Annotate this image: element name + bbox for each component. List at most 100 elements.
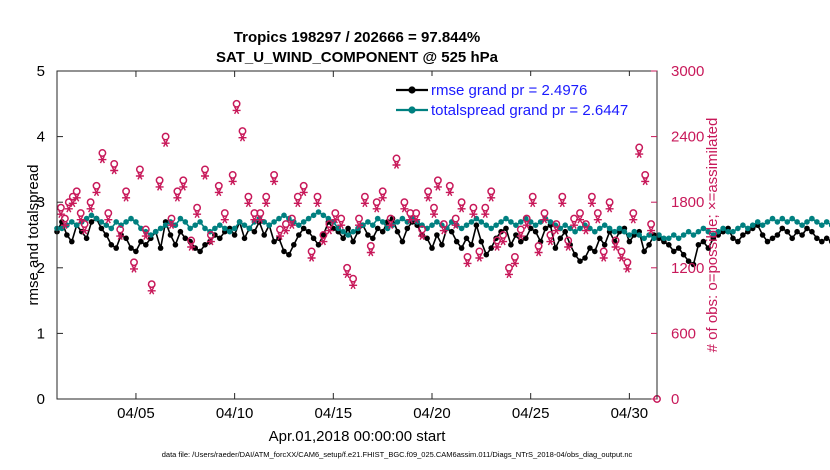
rmse-point [197, 248, 203, 255]
obs-assimilated-point [293, 199, 302, 208]
spread-point [513, 222, 519, 228]
rmse-point [88, 219, 95, 225]
spread-point [192, 222, 198, 228]
spread-point [128, 215, 134, 222]
spread-point [680, 232, 687, 238]
rmse-point [217, 235, 223, 242]
spread-point [98, 219, 105, 225]
obs-assimilated-point [179, 183, 188, 191]
rmse-point [172, 242, 179, 248]
spread-point [488, 225, 495, 232]
obs-possible-point [487, 187, 496, 196]
obs-assimilated-point [641, 177, 650, 186]
rmse-point [108, 242, 115, 248]
rmse-point [601, 242, 608, 248]
obs-assimilated-point [623, 265, 632, 273]
spread-point [305, 215, 312, 222]
x-axis-label: Apr.01,2018 00:00:00 start [269, 428, 447, 445]
rmse-point [532, 228, 539, 235]
obs-possible-point [378, 187, 387, 196]
spread-point [592, 228, 598, 235]
obs-assimilated-point [116, 232, 125, 240]
rmse-point [291, 242, 297, 248]
spread-point [468, 219, 475, 225]
spread-point [631, 228, 638, 235]
rmse-point [143, 242, 149, 248]
spread-point [532, 222, 539, 228]
rmse-point [809, 228, 815, 235]
obs-assimilated-point [635, 150, 644, 158]
rmse-point [764, 238, 771, 245]
chart-title: Tropics 198297 / 202666 = 97.844% [234, 29, 480, 46]
obs-possible-point [307, 247, 316, 256]
obs-assimilated-point [386, 221, 395, 229]
obs-assimilated-point [98, 155, 107, 164]
rmse-point [310, 235, 317, 242]
rmse-point [690, 261, 697, 268]
obs-assimilated-point [110, 166, 119, 175]
obs-assimilated-point [256, 215, 265, 224]
legend-box [393, 76, 655, 120]
rmse-point [300, 225, 307, 232]
rmse-point [404, 225, 411, 232]
spread-point [434, 219, 440, 225]
y-tick-label: 5 [37, 63, 45, 80]
rmse-point [557, 235, 564, 242]
obs-assimilated-point [276, 232, 284, 240]
spread-point [577, 225, 583, 232]
rmse-point [305, 228, 312, 235]
obs-assimilated-point [238, 133, 247, 142]
obs-assimilated-point [228, 177, 237, 186]
obs-possible-point [430, 203, 438, 212]
obs-assimilated-point [605, 204, 614, 213]
rmse-point [424, 235, 430, 242]
spread-point [93, 215, 100, 222]
obs-possible-point [534, 241, 543, 250]
chart-subtitle: SAT_U_WIND_COMPONENT @ 525 hPa [216, 49, 499, 66]
spread-point [103, 222, 110, 228]
spread-point [656, 232, 662, 238]
obs-assimilated-point [469, 210, 478, 219]
obs-possible-point [605, 198, 614, 207]
series-layer [54, 77, 830, 403]
spread-point [271, 219, 277, 225]
spread-point [690, 232, 697, 238]
obs-possible-point [360, 192, 369, 201]
obs-assimilated-point [360, 199, 369, 208]
plot-frame [56, 70, 658, 400]
rmse-point [177, 228, 184, 235]
obs-possible-point [256, 209, 265, 218]
spread-point [819, 222, 825, 228]
y-tick-label: 3 [37, 194, 45, 211]
rmse-point [735, 238, 741, 245]
obs-possible-point [366, 241, 375, 250]
axes-layer: 0 1 2 3 4 5 0 600 1200 1800 2400 3000 04/05 04/10 04/1… [37, 63, 705, 422]
obs-assimilated-point [534, 248, 543, 257]
spread-point [700, 225, 707, 232]
obs-assimilated-point [270, 177, 279, 186]
obs-possible-point [451, 214, 460, 223]
spread-point [823, 219, 830, 225]
legend-spread-label: totalspread grand pr = 2.6447 [431, 102, 628, 119]
spread-point [212, 225, 218, 232]
spread-point [73, 222, 80, 228]
y2-tick-label: 0 [671, 391, 679, 408]
rmse-point [133, 248, 139, 255]
obs-possible-point [325, 220, 334, 229]
spread-point [759, 222, 766, 228]
rmse-point [473, 222, 480, 228]
spread-point [735, 225, 741, 232]
spread-point [621, 228, 628, 235]
rmse-point [508, 242, 514, 248]
obs-assimilated-point [173, 194, 182, 202]
obs-assimilated-point [418, 232, 427, 240]
obs-assimilated-point [430, 210, 438, 219]
spread-point [636, 232, 642, 238]
obs-possible-point [552, 220, 561, 229]
spread-point [157, 225, 164, 232]
obs-possible-point [220, 209, 229, 218]
y2-tick-label: 1800 [671, 194, 704, 211]
spread-point [365, 219, 371, 225]
y2-tick-label: 600 [671, 325, 696, 342]
y-tick-label: 0 [37, 391, 45, 408]
